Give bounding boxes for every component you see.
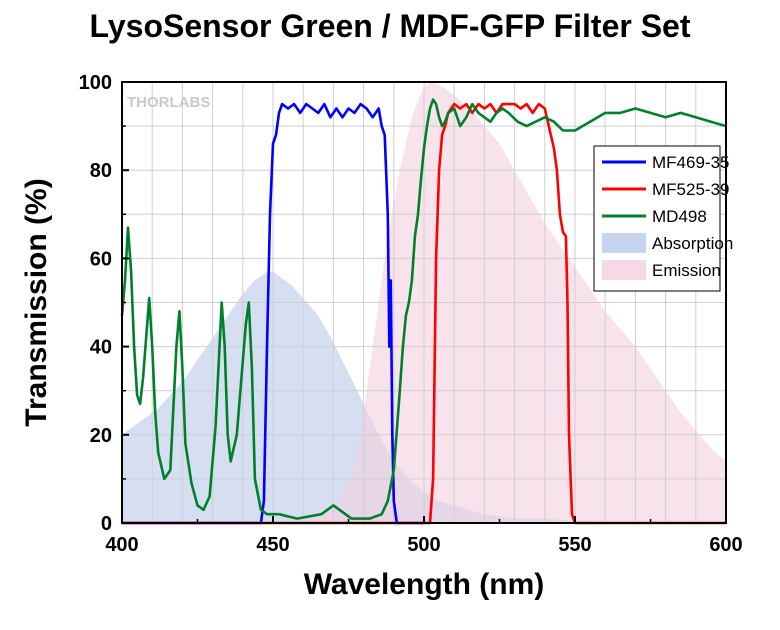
axis-ticks: 400 450 500 550 600 0 20 40 60 80 100: [79, 72, 743, 556]
x-tick-label: 400: [105, 534, 138, 556]
legend-label-md498: MD498: [652, 207, 707, 226]
legend-swatch-emission: [602, 260, 646, 280]
line-mf469-35: [122, 102, 424, 525]
legend-label-mf525-39: MF525-39: [652, 180, 729, 199]
legend: MF469-35 MF525-39 MD498 Absorption Emission: [593, 145, 733, 292]
chart-title: LysoSensor Green / MDF-GFP Filter Set: [89, 8, 691, 44]
y-axis-title: Transmission (%): [20, 178, 53, 426]
thorlabs-watermark: THORLABS: [127, 94, 210, 111]
y-tick-label: 20: [90, 425, 112, 447]
legend-label-mf469-35: MF469-35: [652, 153, 729, 172]
line-mf525-39: [122, 102, 726, 525]
legend-label-emission: Emission: [652, 261, 721, 280]
line-series-group: [120, 98, 727, 525]
y-tick-label: 40: [90, 337, 112, 359]
legend-swatch-absorption: [602, 233, 646, 253]
y-tick-label: 80: [90, 160, 112, 182]
x-tick-label: 600: [709, 534, 742, 556]
y-tick-label: 100: [79, 72, 112, 94]
x-tick-label: 450: [256, 534, 289, 556]
y-tick-label: 0: [101, 513, 112, 535]
legend-label-absorption: Absorption: [652, 234, 733, 253]
line-md498: [120, 98, 727, 520]
x-tick-label: 500: [407, 534, 440, 556]
x-axis-title: Wavelength (nm): [304, 568, 545, 601]
x-tick-label: 550: [558, 534, 591, 556]
y-tick-label: 60: [90, 248, 112, 270]
